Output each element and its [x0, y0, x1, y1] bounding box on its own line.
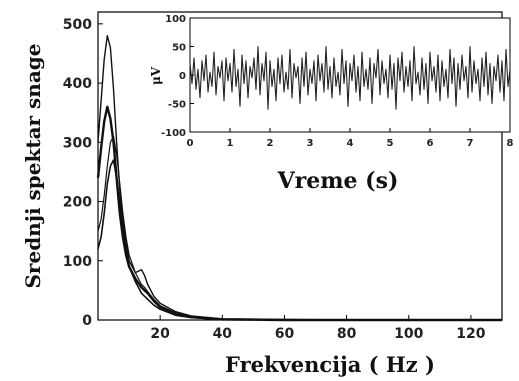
inset-series-group [189, 45, 511, 110]
main-series-line-3 [97, 135, 502, 321]
main-x-tick-label: 100 [394, 326, 423, 342]
inset-chart: 0 1 2 3 4 5 6 7 8 -100 -50 0 50 100 μV Vreme (s) [149, 14, 514, 194]
main-x-tick-label: 20 [150, 326, 170, 342]
inset-x-axis: 0 1 2 3 4 5 6 7 8 [187, 128, 514, 149]
inset-x-tick-label: 8 [507, 138, 514, 149]
main-x-axis: 20 40 60 80 100 120 [150, 315, 486, 342]
inset-x-tick-label: 1 [227, 138, 234, 149]
inset-eeg-trace [189, 45, 511, 110]
main-x-tick-label: 120 [456, 326, 485, 342]
inset-y-tick-label: -50 [168, 100, 186, 111]
main-x-tick-label: 60 [275, 326, 295, 342]
inset-x-tick-label: 4 [347, 138, 354, 149]
inset-x-tick-label: 7 [467, 138, 474, 149]
main-y-tick-label: 100 [63, 254, 92, 270]
main-y-tick-label: 200 [63, 195, 92, 211]
main-series-group [96, 35, 502, 322]
main-y-tick-label: 400 [63, 76, 92, 92]
main-series-line-4 [97, 159, 502, 321]
main-y-tick-label: 0 [82, 313, 92, 329]
main-x-tick-label: 40 [213, 326, 233, 342]
inset-y-tick-label: 50 [172, 43, 186, 54]
inset-x-tick-label: 5 [387, 138, 394, 149]
inset-y-axis-label: μV [149, 66, 163, 85]
main-y-axis-label: Srednji spektar snage [21, 43, 45, 288]
inset-y-axis: -100 -50 0 50 100 [161, 14, 194, 139]
inset-x-tick-label: 6 [427, 138, 434, 149]
main-series-line-2 [96, 105, 502, 322]
inset-x-tick-label: 3 [307, 138, 314, 149]
main-y-tick-label: 300 [63, 135, 92, 151]
inset-y-tick-label: 0 [179, 71, 186, 82]
main-y-axis: 0 100 200 300 400 500 [63, 17, 103, 329]
inset-y-tick-label: -100 [161, 128, 186, 139]
inset-x-tick-label: 0 [187, 138, 194, 149]
inset-x-axis-label: Vreme (s) [277, 168, 399, 194]
inset-x-tick-label: 2 [267, 138, 274, 149]
main-x-axis-label: Frekvencija ( Hz ) [225, 352, 435, 377]
main-x-tick-label: 80 [337, 326, 357, 342]
main-y-tick-label: 500 [63, 17, 92, 33]
inset-y-tick-label: 100 [165, 14, 186, 25]
